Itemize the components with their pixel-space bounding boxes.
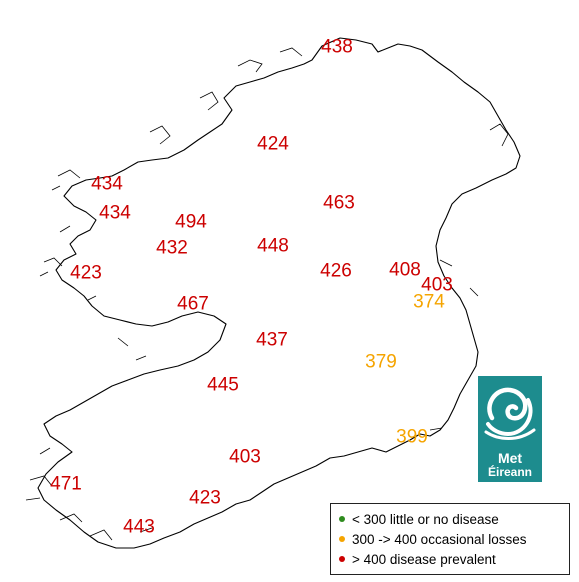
value-label: 403 — [229, 446, 261, 468]
swirl-icon — [484, 387, 536, 440]
legend-label-low: < 300 little or no disease — [352, 512, 499, 527]
legend-item-high: > 400 disease prevalent — [339, 552, 496, 567]
value-label: 445 — [207, 374, 239, 396]
value-label: 403 — [421, 274, 453, 296]
value-label: 438 — [321, 36, 353, 58]
value-label: 467 — [177, 293, 209, 315]
legend: < 300 little or no disease 300 -> 400 oc… — [330, 503, 570, 575]
value-label: 379 — [365, 351, 397, 373]
value-label: 463 — [323, 192, 355, 214]
value-label: 399 — [396, 426, 428, 448]
legend-dot-low — [339, 516, 345, 523]
value-label: 471 — [50, 473, 82, 495]
ireland-coastline — [37, 37, 521, 549]
coast-detail-east — [429, 123, 509, 431]
value-label: 434 — [99, 202, 131, 224]
legend-label-medium: 300 -> 400 occasional losses — [352, 532, 527, 547]
value-label: 423 — [189, 487, 221, 509]
value-label: 424 — [257, 133, 289, 155]
value-label: 423 — [70, 262, 102, 284]
met-eireann-logo: Met Éireann — [478, 376, 542, 482]
value-label: 448 — [257, 235, 289, 257]
logo-text-eireann: Éireann — [487, 465, 532, 479]
coast-detail-west — [39, 257, 147, 455]
value-label: 494 — [175, 211, 207, 233]
legend-dot-high — [339, 556, 345, 563]
value-label: 374 — [413, 291, 445, 313]
value-label: 408 — [389, 259, 421, 281]
legend-label-high: > 400 disease prevalent — [352, 552, 496, 567]
legend-item-medium: 300 -> 400 occasional losses — [339, 532, 527, 547]
coast-detail-southwest — [25, 475, 153, 541]
value-label: 432 — [156, 237, 188, 259]
value-label: 437 — [256, 329, 288, 351]
logo-text-met: Met — [497, 450, 523, 466]
value-label: 426 — [320, 260, 352, 282]
legend-item-low: < 300 little or no disease — [339, 512, 499, 527]
value-label: 434 — [91, 173, 123, 195]
value-label: 443 — [123, 516, 155, 538]
legend-dot-medium — [339, 536, 345, 543]
coast-detail-northwest — [51, 47, 303, 233]
